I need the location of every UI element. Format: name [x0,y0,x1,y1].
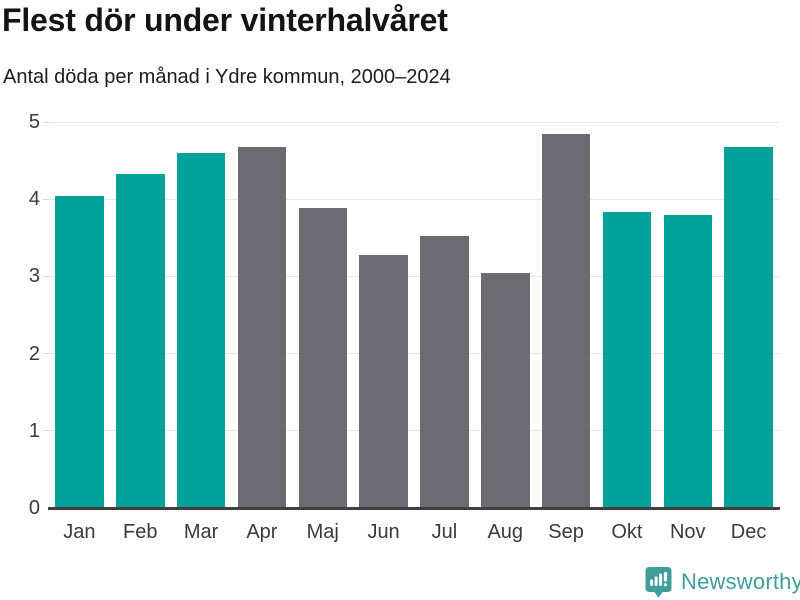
bar-aug [481,273,530,508]
x-axis-line [48,506,780,510]
y-axis-label: 1 [28,419,40,442]
newsworthy-logo: Newsworthy [644,565,800,599]
bar-chart-speech-bubble-icon [645,567,672,598]
x-axis-label: Apr [246,521,278,543]
x-axis-label: Jun [367,521,400,543]
x-axis-label: Nov [669,521,706,543]
x-axis-label: Mar [183,521,219,543]
chart-subtitle: Antal döda per månad i Ydre kommun, 2000… [3,66,451,88]
y-axis-label: 0 [28,497,40,519]
y-axis-tick [43,121,49,123]
bar-okt [602,211,652,508]
y-axis-tick [43,275,49,277]
bar-maj [298,208,347,508]
x-axis-label: Maj [306,521,339,543]
chart-title: Flest dör under vinterhalvåret [2,2,448,38]
bar-jul [420,236,469,508]
x-axis-label: Jan [63,521,96,543]
bar-dec [724,146,773,508]
gridline [49,353,779,355]
y-axis-tick [43,353,49,355]
bar-nov [663,214,712,508]
newsworthy-logo-text: Newsworthy [681,569,800,594]
bar-feb [116,174,165,508]
gridline [49,275,779,277]
y-axis-tick [43,430,49,432]
y-axis-label: 4 [28,188,40,211]
x-axis-label: Feb [123,521,158,543]
x-axis-label: Dec [730,521,767,543]
bar-jun [359,254,408,508]
y-axis-tick [43,198,49,200]
bar-jan [55,196,104,508]
bar-sep [541,134,591,508]
y-axis-label: 2 [28,342,40,365]
y-axis-label: 3 [28,265,40,288]
x-axis-label: Okt [611,521,643,543]
x-axis-label: Sep [548,521,584,543]
bar-apr [237,146,287,508]
x-axis-label: Aug [487,521,524,543]
gridline [49,430,779,432]
x-axis-label: Jul [431,521,458,543]
y-axis-label: 5 [28,111,40,133]
gridline [49,121,779,123]
bar-mar [176,152,226,508]
gridline [49,198,779,200]
